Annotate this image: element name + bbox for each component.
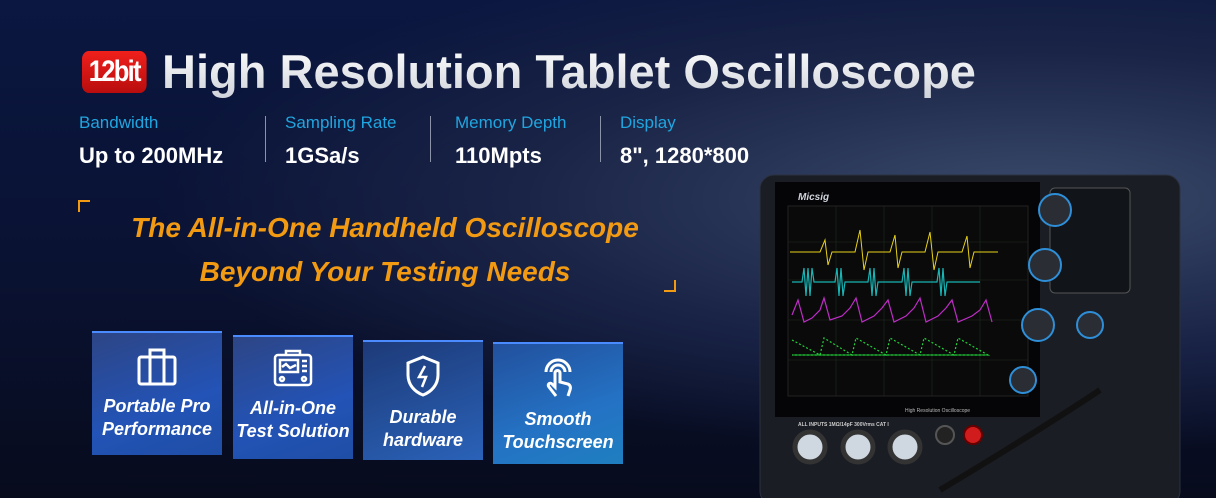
spec-display: Display 8", 1280*800 bbox=[620, 113, 749, 169]
shield-bolt-icon bbox=[406, 355, 440, 397]
spec-label: Sampling Rate bbox=[285, 113, 397, 132]
spec-value: 8", 1280*800 bbox=[620, 143, 750, 168]
touch-icon bbox=[544, 358, 572, 397]
corner-bracket bbox=[78, 200, 90, 212]
divider bbox=[430, 116, 431, 162]
divider bbox=[265, 116, 266, 162]
feature-line1: Portable Pro bbox=[103, 396, 211, 416]
spec-value: 110Mpts bbox=[455, 143, 542, 168]
ch1-trace bbox=[790, 229, 998, 271]
feature-line1: Smooth bbox=[524, 409, 592, 429]
briefcase-icon bbox=[137, 348, 177, 386]
spec-value: Up to 200MHz bbox=[79, 143, 224, 168]
feature-line2: Test Solution bbox=[236, 421, 350, 441]
headline: 12bit High Resolution Tablet Oscilloscop… bbox=[82, 44, 976, 99]
ch4-trace bbox=[791, 337, 991, 356]
ch2-trace bbox=[792, 267, 980, 297]
spec-label: Display bbox=[620, 113, 676, 132]
resolution-badge: 12bit bbox=[82, 50, 147, 93]
spec-bandwidth: Bandwidth Up to 200MHz bbox=[79, 113, 223, 169]
instrument-icon bbox=[273, 349, 313, 387]
spec-label: Memory Depth bbox=[455, 113, 567, 132]
spec-sampling-rate: Sampling Rate 1GSa/s bbox=[285, 113, 397, 169]
feature-line1: Durable bbox=[389, 407, 457, 427]
spec-value: 1GSa/s bbox=[285, 143, 360, 168]
feature-line2: Touchscreen bbox=[502, 432, 614, 452]
feature-card-portable: Portable Pro Performance bbox=[92, 331, 222, 455]
feature-line1: All-in-One bbox=[250, 398, 336, 418]
feature-card-touchscreen: Smooth Touchscreen bbox=[493, 342, 623, 464]
oscilloscope-product-image: Micsig High Resolution Oscilloscope ALL … bbox=[759, 174, 1181, 498]
feature-card-durable: Durable hardware bbox=[363, 340, 483, 460]
page-title: High Resolution Tablet Oscilloscope bbox=[162, 45, 976, 98]
feature-line2: Performance bbox=[101, 419, 213, 439]
spec-label: Bandwidth bbox=[79, 113, 159, 132]
corner-bracket bbox=[664, 280, 676, 292]
inputs-label: ALL INPUTS 1MΩ/14pF 300Vrms CAT I bbox=[798, 422, 889, 428]
feature-line2: hardware bbox=[382, 430, 464, 450]
feature-card-all-in-one: All-in-One Test Solution bbox=[233, 335, 353, 459]
spec-memory-depth: Memory Depth 110Mpts bbox=[455, 113, 566, 169]
tagline-line1: The All-in-One Handheld Oscilloscope bbox=[131, 212, 639, 243]
divider bbox=[600, 116, 601, 162]
tagline-line2: Beyond Your Testing Needs bbox=[199, 256, 571, 287]
ch3-trace bbox=[791, 295, 993, 323]
brand-logo: Micsig bbox=[798, 192, 829, 203]
model-label: High Resolution Oscilloscope bbox=[905, 408, 970, 414]
